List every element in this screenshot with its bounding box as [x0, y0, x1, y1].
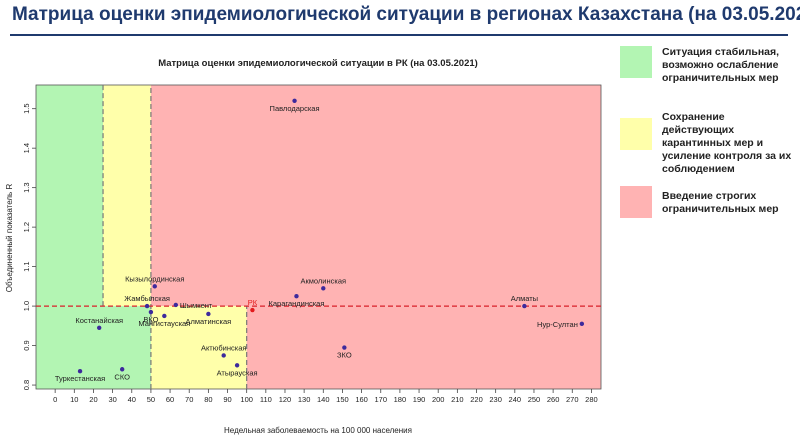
x-tick-label: 270 [566, 395, 579, 404]
x-tick-label: 220 [470, 395, 483, 404]
x-tick-label: 250 [528, 395, 541, 404]
data-point [148, 309, 154, 315]
data-point [77, 369, 83, 374]
x-tick-label: 120 [279, 395, 292, 404]
x-tick-label: 100 [240, 395, 253, 404]
legend-swatch-keep-measures [620, 118, 652, 150]
y-tick-label: 1.1 [22, 261, 31, 271]
x-tick-label: 230 [489, 395, 502, 404]
data-point [152, 284, 157, 289]
data-point [162, 313, 167, 319]
page-title: Матрица оценки эпидемиологической ситуац… [12, 4, 800, 25]
zone-0 [36, 85, 104, 307]
data-point [292, 98, 297, 103]
scatter-chart: Матрица оценки эпидемиологической ситуац… [5, 58, 602, 435]
x-tick-label: 30 [108, 395, 116, 404]
plot-frame [35, 84, 602, 390]
x-tick-label: 190 [413, 395, 426, 404]
data-label: РК [248, 298, 258, 307]
x-tick-label: 210 [451, 395, 464, 404]
y-axis-label: Объединенный показатель R [5, 184, 14, 293]
x-tick-label: 260 [547, 395, 560, 404]
x-tick-label: 10 [70, 395, 78, 404]
data-label: Павлодарская [270, 104, 320, 113]
data-label: Акмолинская [300, 276, 346, 285]
legend-label-keep-measures: Сохранение действующих карантинных мер и… [662, 111, 792, 175]
y-tick-label: 1.0 [22, 301, 31, 311]
x-tick-label: 110 [260, 395, 272, 404]
zone-4 [150, 306, 247, 389]
y-tick-label: 1.2 [22, 222, 31, 232]
data-point [119, 367, 125, 372]
x-tick-label: 280 [585, 395, 598, 404]
data-label: Карагандинская [269, 299, 325, 308]
x-tick-label: 150 [336, 395, 349, 404]
data-label: Костанайская [75, 316, 123, 325]
data-label: Актюбинская [201, 343, 246, 352]
y-tick-label: 1.5 [22, 103, 31, 113]
data-point [342, 345, 347, 350]
data-label: ЗКО [337, 351, 352, 360]
zone-5 [246, 306, 601, 389]
data-point [173, 302, 179, 308]
legend-label-strict: Введение строгих ограничительных мер [662, 190, 779, 215]
x-tick-label: 130 [298, 395, 311, 404]
data-point [234, 363, 240, 368]
data-point [250, 307, 255, 313]
y-tick-label: 0.9 [22, 340, 31, 350]
title-divider [10, 34, 788, 36]
data-point [294, 294, 299, 299]
legend-label-stable: Ситуация стабильная, возможно ослабление… [662, 46, 780, 84]
data-label: Туркестанская [55, 374, 105, 383]
x-tick-label: 80 [204, 395, 212, 404]
legend-swatch-stable [620, 46, 652, 78]
data-label: Алматинская [185, 317, 231, 326]
x-tick-label: 0 [53, 395, 57, 404]
legend-swatch-strict [620, 186, 652, 218]
x-tick-label: 20 [89, 395, 97, 404]
data-label: Атырауская [217, 368, 258, 377]
data-point [144, 303, 150, 309]
data-point [97, 325, 102, 331]
data-label: Жамбылская [124, 294, 170, 303]
data-point [579, 321, 585, 327]
x-tick-label: 90 [223, 395, 231, 404]
x-tick-label: 170 [374, 395, 387, 404]
data-point [221, 353, 226, 358]
x-axis-label: Недельная заболеваемость на 100 000 насе… [224, 426, 412, 435]
zone-3 [36, 306, 151, 389]
data-label: СКО [114, 372, 130, 381]
x-tick-label: 160 [355, 395, 368, 404]
y-tick-label: 0.8 [22, 380, 31, 390]
data-point [522, 303, 527, 309]
data-label: Алматы [511, 294, 538, 303]
x-tick-label: 60 [166, 395, 174, 404]
data-label: Нур-Султан [537, 320, 578, 329]
x-tick-label: 70 [185, 395, 193, 404]
x-tick-label: 40 [128, 395, 136, 404]
data-point [321, 286, 326, 291]
data-label: Шымкент [180, 301, 213, 310]
x-tick-label: 140 [317, 395, 330, 404]
x-tick-label: 180 [394, 395, 407, 404]
x-tick-label: 50 [147, 395, 155, 404]
data-label: Кызылординская [125, 274, 184, 283]
y-tick-label: 1.3 [22, 182, 31, 192]
zone-1 [103, 85, 151, 307]
chart-title: Матрица оценки эпидемиологической ситуац… [158, 58, 478, 69]
data-point [206, 311, 211, 317]
data-label: Мангистауская [138, 319, 190, 328]
x-tick-label: 240 [509, 395, 522, 404]
y-tick-label: 1.4 [22, 143, 31, 153]
zone-2 [150, 85, 601, 307]
x-tick-label: 200 [432, 395, 445, 404]
data-label: ВКО [143, 315, 158, 324]
